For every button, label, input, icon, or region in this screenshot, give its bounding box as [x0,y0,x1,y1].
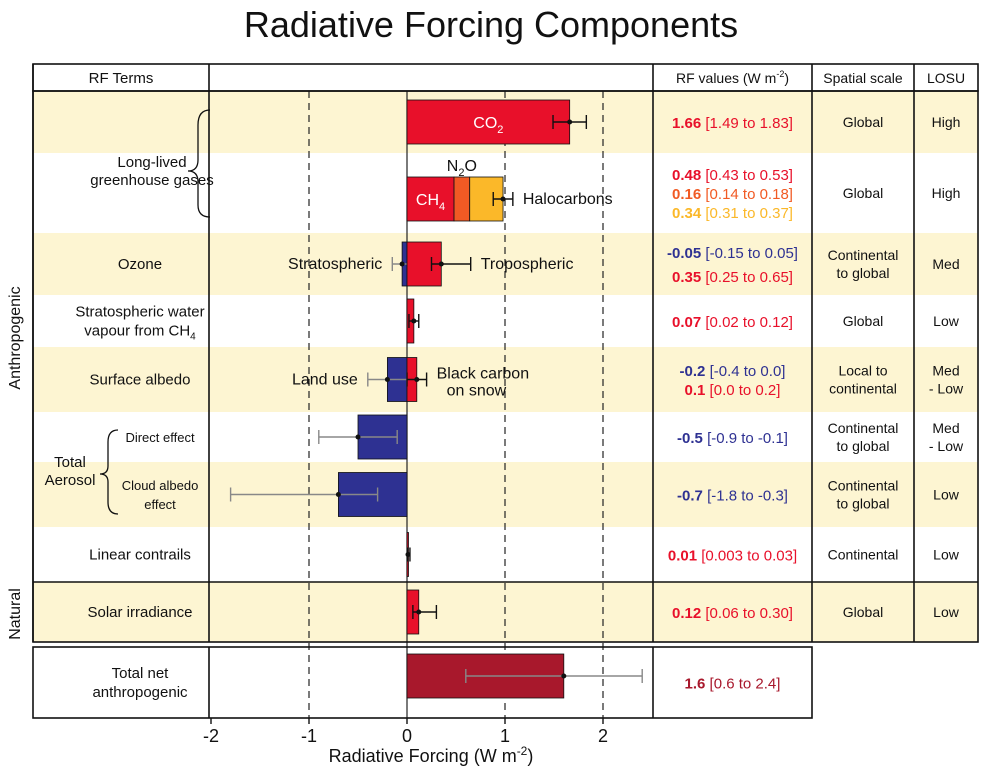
best-estimate-point [411,318,417,324]
best-estimate-point [567,119,573,125]
spatial-scale: Global [843,114,883,130]
total-frame [32,646,813,719]
x-tick-label: -1 [301,726,317,746]
row-label: Direct effect [125,430,195,445]
spatial-scale: Continental [828,247,899,263]
bar-label: Land use [292,372,358,389]
x-tick-label: 1 [500,726,510,746]
row-label: Total net [112,665,170,682]
losu-value: Med [932,256,959,272]
group-long-lived: greenhouse gases [90,172,213,189]
spatial-scale: Global [843,604,883,620]
bar-label: CO2 [473,115,503,136]
rf-value: -0.5 [-0.9 to -0.1] [677,430,788,447]
group-anthropogenic: Anthropogenic [7,286,24,389]
best-estimate-point [414,377,420,382]
best-estimate-point [561,673,567,679]
best-estimate-point [355,434,361,440]
spatial-scale: to global [837,265,890,281]
table-frame [32,63,979,719]
x-tick-label: 0 [402,726,412,746]
losu-value: Low [933,604,960,620]
row-label: Surface albedo [90,372,191,389]
x-tick-label: 2 [598,726,608,746]
x-tick-label: -2 [203,726,219,746]
losu-value: High [932,114,961,130]
bar-label: Black carbon [437,366,529,383]
rf-value: 0.34 [0.31 to 0.37] [672,205,793,222]
best-estimate-point [416,609,422,615]
spatial-scale: to global [837,438,890,454]
losu-value: Low [933,313,960,329]
row-label: effect [144,497,176,512]
rf-value: 0.48 [0.43 to 0.53] [672,167,793,184]
group-long-lived: Long-lived [117,154,186,171]
rf-value: 1.6 [0.6 to 2.4] [685,676,781,693]
header-rf-terms: RF Terms [89,70,154,87]
best-estimate-point [399,261,405,267]
spatial-scale: continental [829,381,897,397]
table-text: RF Terms RF values (W m-2) Spatial scale LO… [7,69,965,701]
best-estimate-point [438,261,444,267]
best-estimate-point [500,196,506,202]
bar-label: on snow [447,383,507,400]
losu-value: Low [933,487,960,503]
brace-long-lived [187,109,211,218]
bar-label: Stratospheric [288,256,382,273]
bar-label: Tropospheric [481,256,574,273]
losu-value: Low [933,547,960,563]
row-label: Cloud albedo [122,478,199,493]
group-natural: Natural [7,588,24,640]
rf-value: 0.16 [0.14 to 0.18] [672,186,793,203]
row-label: Solar irradiance [87,604,192,621]
row-label: anthropogenic [92,684,188,701]
chart-title: Radiative Forcing Components [243,4,739,45]
losu-value: Med [932,363,959,379]
header-spatial-scale: Spatial scale [823,70,903,86]
rf-value: 0.35 [0.25 to 0.65] [672,269,793,286]
bar-label: Halocarbons [523,191,613,208]
losu-value: High [932,185,961,201]
best-estimate-point [405,552,411,557]
rf-value: -0.7 [-1.8 to -0.3] [677,488,788,505]
group-total-aerosol: Total [54,454,86,471]
best-estimate-point [384,377,390,382]
spatial-scale: to global [837,496,890,512]
rf-value: 0.07 [0.02 to 0.12] [672,314,793,331]
x-axis: -2 -1 0 1 2 Radiative Forcing (W m-2) [203,718,608,766]
best-estimate-point [335,492,341,497]
spatial-scale: Continental [828,420,899,436]
header-losu: LOSU [927,70,965,86]
bar-n2o [453,176,471,222]
header-rf-values: RF values (W m-2) [676,69,789,86]
rf-value: 0.12 [0.06 to 0.30] [672,605,793,622]
group-total-aerosol: Aerosol [45,472,96,489]
row-label: Linear contrails [89,547,191,564]
spatial-scale: Global [843,313,883,329]
bar-ch4 [406,176,455,222]
rf-value: 1.66 [1.49 to 1.83] [672,115,793,132]
spatial-scale: Continental [828,478,899,494]
spatial-scale: Continental [828,547,899,563]
losu-value: Med [932,420,959,436]
bar-label: N2O [447,158,477,179]
brace-total-aerosol [99,429,119,515]
spatial-scale: Global [843,185,883,201]
row-label: vapour from CH4 [84,323,196,343]
rf-value: 0.1 [0.0 to 0.2] [685,382,781,399]
rf-value: -0.2 [-0.4 to 0.0] [680,363,786,380]
bar-label: CH4 [416,192,445,213]
rf-value: -0.05 [-0.15 to 0.05] [667,245,798,262]
spatial-scale: Local to [838,363,887,379]
rf-value: 0.01 [0.003 to 0.03] [668,548,797,565]
losu-value: - Low [929,381,964,397]
row-label: Stratospheric water [75,304,204,321]
x-axis-label: Radiative Forcing (W m-2) [329,744,534,766]
losu-value: - Low [929,438,964,454]
row-label: Ozone [118,256,162,273]
